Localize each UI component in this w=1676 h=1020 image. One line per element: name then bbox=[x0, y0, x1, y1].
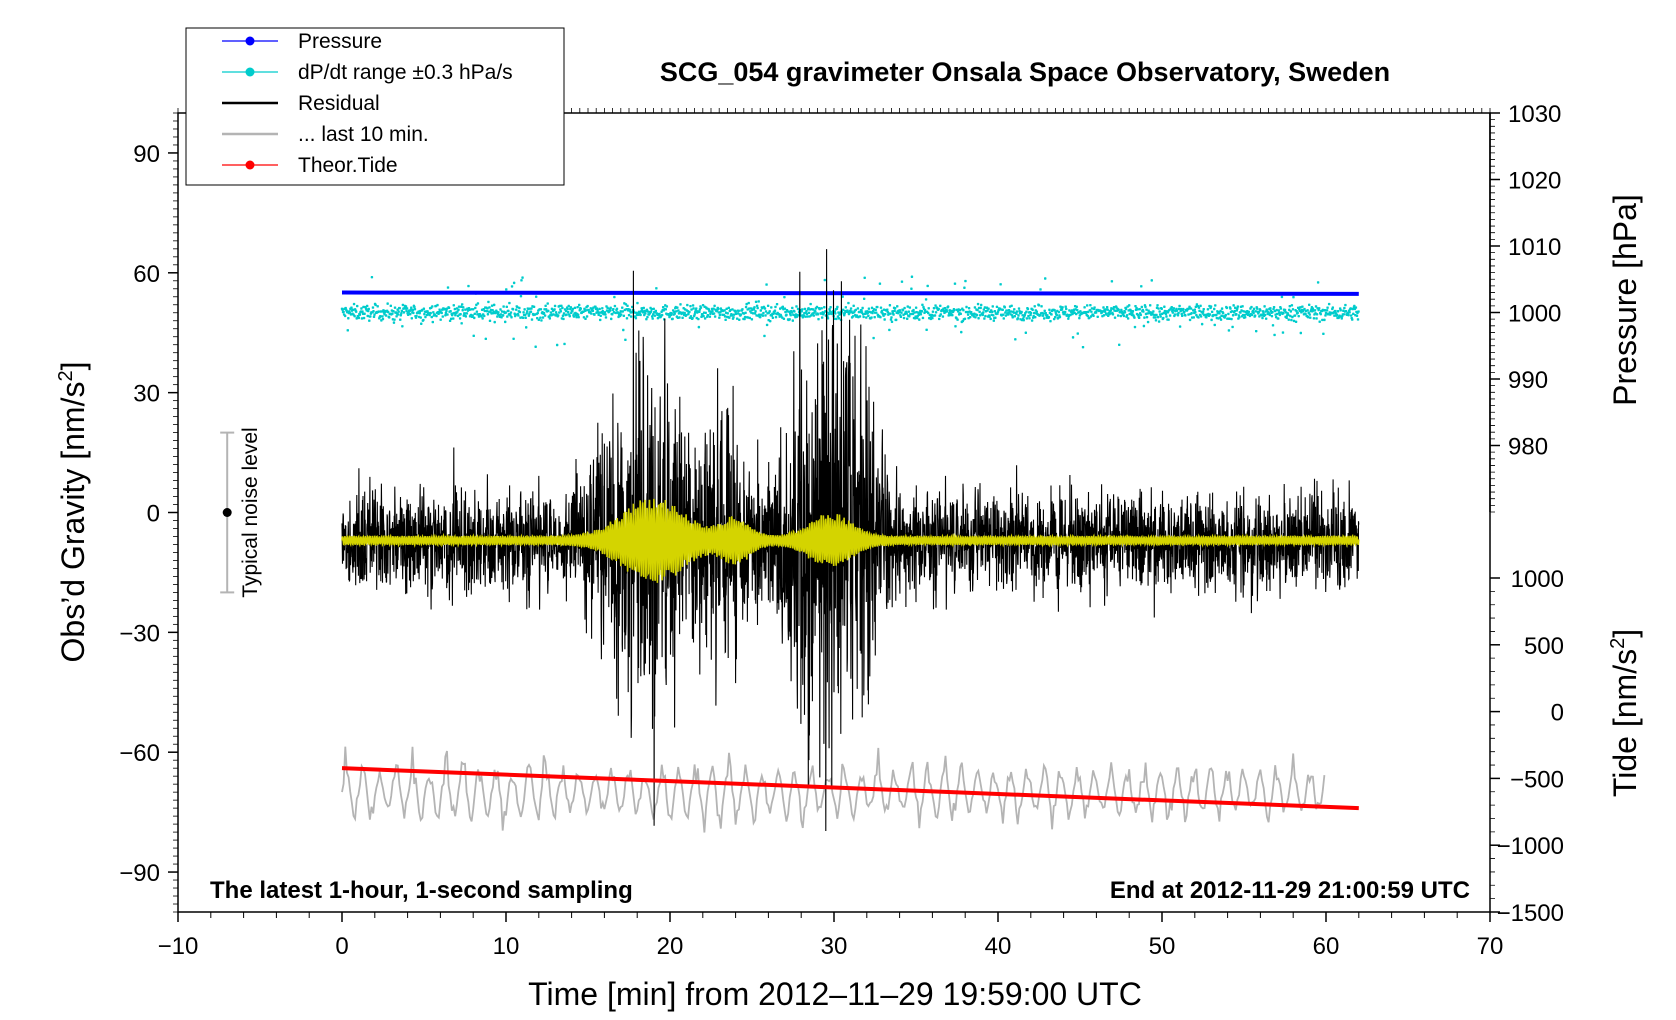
x-tick-label: 50 bbox=[1149, 933, 1176, 960]
y-left-tick-label: −60 bbox=[119, 740, 160, 767]
pressure-axis: 1030 1020 1010 1000 990 980 bbox=[1489, 101, 1561, 512]
legend-item: Theor.Tide bbox=[222, 154, 398, 177]
noise-label: Typical noise level bbox=[239, 427, 262, 597]
legend-item: Pressure bbox=[222, 30, 382, 53]
pressure-tick-label: 990 bbox=[1508, 367, 1548, 394]
legend-label: Theor.Tide bbox=[298, 154, 398, 177]
x-tick-label: 40 bbox=[985, 933, 1012, 960]
y-left-tick-label: 60 bbox=[133, 261, 160, 288]
legend-marker bbox=[245, 160, 255, 170]
right-minor-ticks bbox=[1490, 112, 1495, 913]
y-left-axis-label-end: ] bbox=[55, 362, 91, 371]
pressure-axis-label: Pressure [hPa] bbox=[1607, 194, 1643, 406]
series-smoothed-residual bbox=[341, 498, 1360, 583]
legend-label: Pressure bbox=[298, 30, 382, 53]
legend: Pressure dP/dt range ±0.3 hPa/s Residual..… bbox=[185, 27, 565, 186]
legend-label: ... last 10 min. bbox=[298, 123, 429, 146]
x-tick-label: 20 bbox=[657, 933, 684, 960]
y-left-tick-label: −90 bbox=[119, 860, 160, 887]
pressure-tick-label: 980 bbox=[1508, 434, 1548, 461]
y-left-tick-label: 0 bbox=[147, 501, 160, 528]
typical-noise-marker: Typical noise level bbox=[220, 427, 262, 598]
legend-label: Residual bbox=[298, 92, 380, 115]
series-last-10-min bbox=[341, 746, 1326, 833]
annotation-end-time: End at 2012-11-29 21:00:59 UTC bbox=[1110, 877, 1470, 904]
y-left-tick-label: 90 bbox=[133, 141, 160, 168]
x-tick-label: 30 bbox=[821, 933, 848, 960]
tide-tick-label: −500 bbox=[1510, 766, 1564, 793]
x-tick-label: 70 bbox=[1477, 933, 1504, 960]
series-dpdt-range bbox=[340, 275, 1360, 349]
legend-item: Residual bbox=[222, 92, 380, 115]
x-axis-label: Time [min] from 2012‒11‒29 19:59:00 UTC bbox=[528, 976, 1142, 1012]
x-tick-label: −10 bbox=[158, 933, 199, 960]
tide-axis-label-end: ] bbox=[1607, 629, 1643, 638]
y-left-axis: 90 60 30 0 −30 −60 −90 bbox=[119, 112, 178, 913]
tide-tick-label: −1000 bbox=[1497, 833, 1564, 860]
y-left-tick-label: −30 bbox=[119, 620, 160, 647]
chart-title: SCG_054 gravimeter Onsala Space Observat… bbox=[660, 57, 1390, 87]
series-pressure bbox=[341, 290, 1359, 296]
pressure-tick-label: 1000 bbox=[1508, 301, 1561, 328]
dpdt-points bbox=[340, 275, 1360, 349]
tide-axis-label-main: Tide [nm/s bbox=[1607, 649, 1643, 797]
tide-tick-label: 500 bbox=[1524, 633, 1564, 660]
noise-center-dot bbox=[222, 508, 232, 517]
x-tick-label: 60 bbox=[1313, 933, 1340, 960]
legend-marker bbox=[245, 67, 255, 77]
legend-item: dP/dt range ±0.3 hPa/s bbox=[222, 61, 513, 84]
tide-axis: 1000 500 0 −500 −1000 −1500 bbox=[1490, 566, 1564, 927]
pressure-tick-label: 1020 bbox=[1508, 168, 1561, 195]
legend-label: dP/dt range ±0.3 hPa/s bbox=[298, 61, 513, 84]
tide-axis-label-sup: 2 bbox=[1607, 638, 1629, 649]
series-theor-tide bbox=[341, 766, 1359, 811]
tide-tick-label: 1000 bbox=[1511, 566, 1564, 593]
x-axis: −10 0 10 20 30 40 50 60 70 bbox=[158, 912, 1504, 960]
x-tick-label: 0 bbox=[335, 933, 348, 960]
tide-tick-label: −1500 bbox=[1497, 900, 1564, 927]
y-left-axis-label-sup: 2 bbox=[55, 370, 77, 381]
tide-axis-label: Tide [nm/s2] bbox=[1607, 629, 1643, 797]
pressure-tick-label: 1010 bbox=[1508, 234, 1561, 261]
pressure-tick-label: 1030 bbox=[1508, 101, 1561, 128]
annotation-sampling: The latest 1-hour, 1-second sampling bbox=[210, 877, 633, 904]
y-left-tick-label: 30 bbox=[133, 381, 160, 408]
legend-item: ... last 10 min. bbox=[222, 123, 429, 146]
series-residual bbox=[341, 249, 1360, 832]
y-left-axis-label: Obs’d Gravity [nm/s2] bbox=[55, 362, 91, 663]
legend-marker bbox=[245, 36, 255, 46]
y-left-axis-label-main: Obs’d Gravity [nm/s bbox=[55, 382, 91, 663]
legend-box bbox=[185, 27, 565, 186]
x-tick-label: 10 bbox=[493, 933, 520, 960]
tide-tick-label: 0 bbox=[1551, 700, 1564, 727]
